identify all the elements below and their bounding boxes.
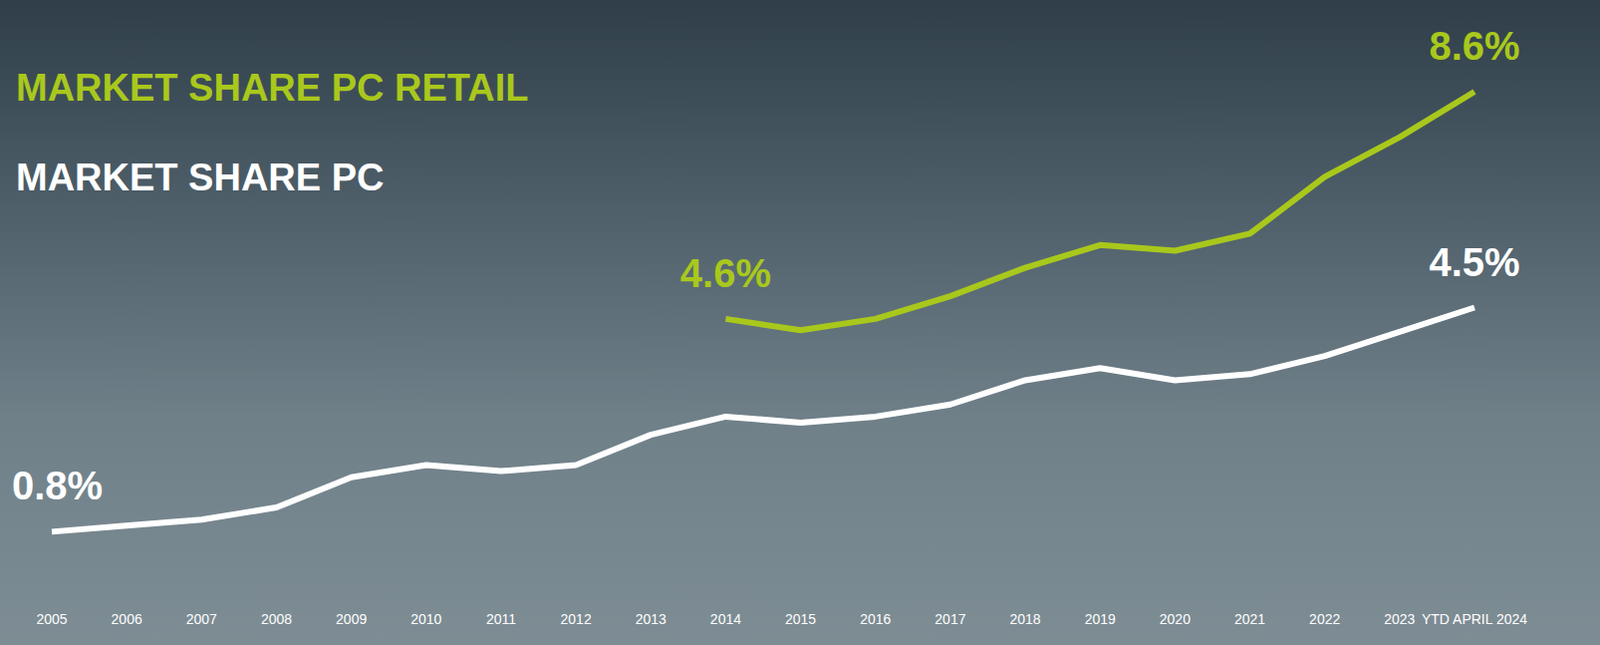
svg-text:8.6%: 8.6% (1428, 23, 1520, 68)
svg-text:2020: 2020 (1159, 610, 1191, 627)
svg-text:2008: 2008 (261, 610, 292, 627)
svg-text:2014: 2014 (710, 610, 742, 627)
svg-text:MARKET SHARE PC: MARKET SHARE PC (15, 156, 384, 199)
svg-text:2012: 2012 (560, 610, 592, 627)
svg-text:2017: 2017 (934, 610, 966, 627)
svg-text:2011: 2011 (486, 610, 517, 627)
svg-text:2006: 2006 (111, 610, 143, 627)
svg-text:2007: 2007 (186, 610, 218, 627)
svg-text:2005: 2005 (35, 610, 67, 627)
svg-text:2013: 2013 (635, 610, 667, 627)
svg-text:2022: 2022 (1309, 610, 1340, 627)
svg-text:MARKET SHARE PC RETAIL: MARKET SHARE PC RETAIL (15, 66, 529, 109)
svg-text:0.8%: 0.8% (11, 463, 103, 508)
svg-text:2023: 2023 (1383, 610, 1415, 627)
svg-text:2021: 2021 (1234, 610, 1266, 627)
svg-text:2015: 2015 (785, 610, 816, 627)
svg-text:2018: 2018 (1009, 610, 1041, 627)
svg-text:YTD APRIL 2024: YTD APRIL 2024 (1421, 610, 1528, 627)
svg-text:4.6%: 4.6% (680, 251, 772, 295)
svg-text:2010: 2010 (410, 610, 442, 627)
svg-text:2009: 2009 (335, 610, 367, 627)
svg-text:4.5%: 4.5% (1428, 240, 1520, 284)
svg-text:2016: 2016 (859, 610, 891, 627)
svg-text:2019: 2019 (1084, 610, 1116, 627)
